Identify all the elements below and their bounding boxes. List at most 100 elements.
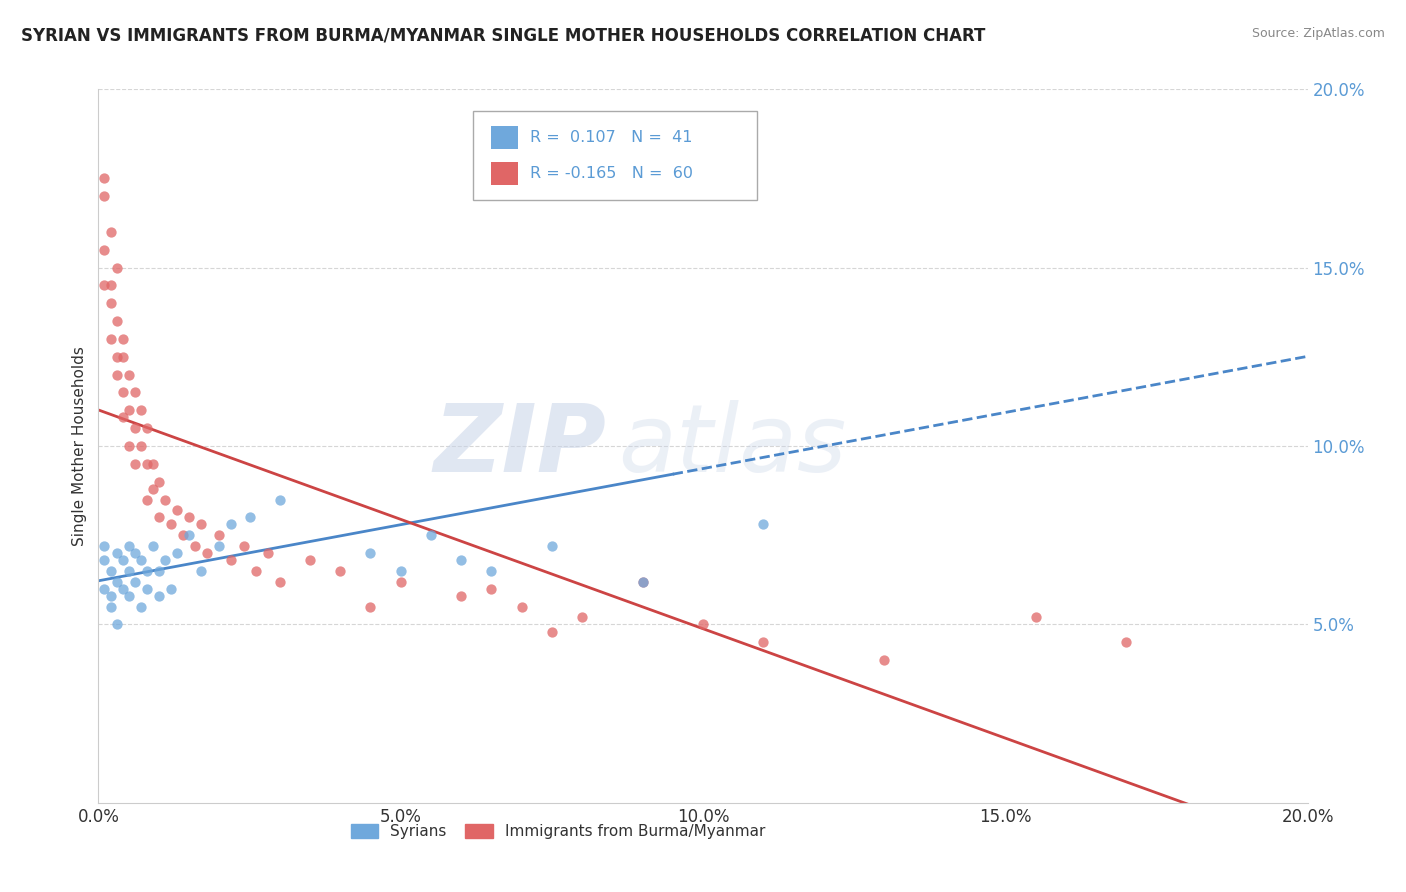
Point xyxy=(360,546,382,560)
Point xyxy=(93,243,115,257)
Point xyxy=(105,546,128,560)
Point xyxy=(1024,610,1046,624)
Point xyxy=(148,564,170,578)
Point xyxy=(239,510,262,524)
Point xyxy=(299,553,322,567)
Text: R =  0.107   N =  41: R = 0.107 N = 41 xyxy=(530,130,693,145)
Point xyxy=(540,624,562,639)
Point xyxy=(111,553,134,567)
Point xyxy=(329,564,352,578)
Point xyxy=(752,635,775,649)
FancyBboxPatch shape xyxy=(492,127,517,149)
Point xyxy=(118,589,141,603)
Point xyxy=(118,368,141,382)
Text: R = -0.165   N =  60: R = -0.165 N = 60 xyxy=(530,166,693,181)
Y-axis label: Single Mother Households: Single Mother Households xyxy=(72,346,87,546)
Point xyxy=(135,564,157,578)
Point xyxy=(179,528,201,542)
Point xyxy=(105,617,128,632)
Point xyxy=(208,539,231,553)
Point xyxy=(148,589,170,603)
Point xyxy=(100,332,122,346)
Point xyxy=(420,528,443,542)
Point xyxy=(124,421,146,435)
Point xyxy=(571,610,593,624)
Point xyxy=(124,457,146,471)
Point xyxy=(172,528,194,542)
Point xyxy=(135,421,157,435)
Point xyxy=(148,475,170,489)
Point xyxy=(221,517,243,532)
Point xyxy=(142,457,165,471)
Point xyxy=(100,589,122,603)
Point xyxy=(540,539,562,553)
Point xyxy=(135,492,157,507)
Point xyxy=(93,539,115,553)
Point xyxy=(142,539,165,553)
Point xyxy=(129,553,152,567)
Point xyxy=(93,553,115,567)
Point xyxy=(179,510,201,524)
Point xyxy=(208,528,231,542)
Point xyxy=(232,539,254,553)
FancyBboxPatch shape xyxy=(474,111,758,200)
Point xyxy=(111,385,134,400)
FancyBboxPatch shape xyxy=(492,162,517,185)
Point xyxy=(692,617,714,632)
Point xyxy=(873,653,896,667)
Point xyxy=(100,225,122,239)
Point xyxy=(118,564,141,578)
Point xyxy=(111,410,134,425)
Point xyxy=(389,574,412,589)
Point xyxy=(111,582,134,596)
Point xyxy=(135,582,157,596)
Point xyxy=(129,599,152,614)
Point xyxy=(631,574,654,589)
Point xyxy=(124,546,146,560)
Point xyxy=(93,278,115,293)
Point xyxy=(100,296,122,310)
Point xyxy=(118,539,141,553)
Point xyxy=(135,457,157,471)
Point xyxy=(510,599,533,614)
Point xyxy=(153,492,176,507)
Point xyxy=(160,582,183,596)
Point xyxy=(105,574,128,589)
Point xyxy=(142,482,165,496)
Point xyxy=(166,546,188,560)
Text: atlas: atlas xyxy=(619,401,846,491)
Text: ZIP: ZIP xyxy=(433,400,606,492)
Point xyxy=(166,503,188,517)
Point xyxy=(256,546,278,560)
Point xyxy=(93,582,115,596)
Point xyxy=(124,574,146,589)
Point xyxy=(1115,635,1137,649)
Point xyxy=(269,492,291,507)
Point xyxy=(661,171,683,186)
Point xyxy=(245,564,267,578)
Point xyxy=(221,553,243,567)
Point xyxy=(93,189,115,203)
Legend: Syrians, Immigrants from Burma/Myanmar: Syrians, Immigrants from Burma/Myanmar xyxy=(344,818,772,845)
Point xyxy=(129,439,152,453)
Text: SYRIAN VS IMMIGRANTS FROM BURMA/MYANMAR SINGLE MOTHER HOUSEHOLDS CORRELATION CHA: SYRIAN VS IMMIGRANTS FROM BURMA/MYANMAR … xyxy=(21,27,986,45)
Point xyxy=(190,517,212,532)
Point xyxy=(360,599,382,614)
Point xyxy=(118,403,141,417)
Point xyxy=(160,517,183,532)
Point xyxy=(481,564,503,578)
Point xyxy=(184,539,207,553)
Point xyxy=(100,278,122,293)
Point xyxy=(105,350,128,364)
Point xyxy=(450,553,472,567)
Point xyxy=(190,564,212,578)
Point xyxy=(481,582,503,596)
Point xyxy=(153,553,176,567)
Point xyxy=(129,403,152,417)
Point xyxy=(631,574,654,589)
Point xyxy=(389,564,412,578)
Text: Source: ZipAtlas.com: Source: ZipAtlas.com xyxy=(1251,27,1385,40)
Point xyxy=(148,510,170,524)
Point xyxy=(111,332,134,346)
Point xyxy=(105,314,128,328)
